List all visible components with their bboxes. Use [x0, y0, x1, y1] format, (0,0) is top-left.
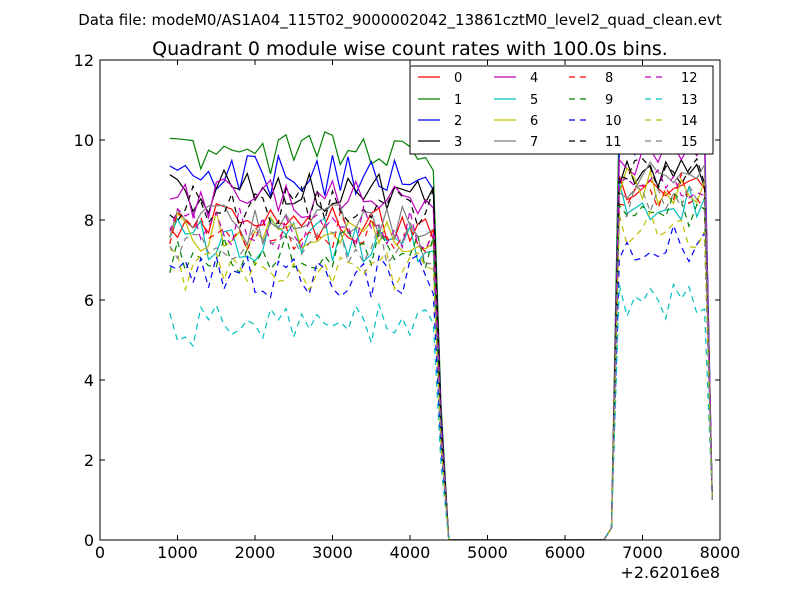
axis-ticks: 0 1000 2000 3000 4000 5000 6000 7000 80000246810…	[74, 51, 741, 562]
series-line-10	[169, 223, 713, 540]
legend-label-6: 6	[530, 114, 538, 129]
x-axis-offset-label: +2.62016e8	[620, 563, 720, 582]
legend-label-11: 11	[605, 135, 622, 150]
x-tick-label: 2000	[235, 543, 276, 562]
x-tick-label: 7000	[622, 543, 663, 562]
legend-label-9: 9	[605, 93, 613, 108]
legend-label-12: 12	[681, 71, 698, 86]
chart-suptitle: Data file: modeM0/AS1A04_115T02_90000020…	[78, 11, 722, 30]
legend-label-5: 5	[530, 93, 538, 108]
legend-label-2: 2	[454, 114, 462, 129]
x-tick-label: 4000	[390, 543, 431, 562]
legend-label-10: 10	[605, 114, 622, 129]
series-layer	[169, 105, 713, 540]
legend-label-7: 7	[530, 135, 538, 150]
x-tick-label: 5000	[467, 543, 508, 562]
legend-label-8: 8	[605, 71, 613, 86]
series-line-11	[169, 157, 713, 540]
x-tick-label: 8000	[700, 543, 741, 562]
y-tick-label: 12	[74, 51, 94, 70]
legend-label-0: 0	[454, 71, 462, 86]
y-tick-label: 10	[74, 131, 94, 150]
y-tick-label: 0	[84, 531, 94, 550]
chart-title: Quadrant 0 module wise count rates with …	[152, 38, 668, 60]
x-tick-label: 1000	[157, 543, 198, 562]
y-tick-label: 8	[84, 211, 94, 230]
legend-label-14: 14	[681, 114, 698, 129]
legend-label-15: 15	[681, 135, 698, 150]
legend-label-3: 3	[454, 135, 462, 150]
legend-box	[409, 65, 714, 155]
x-tick-label: 3000	[312, 543, 353, 562]
legend-label-13: 13	[681, 93, 698, 108]
legend-label-4: 4	[530, 71, 538, 86]
y-tick-label: 2	[84, 451, 94, 470]
series-line-15	[169, 183, 713, 540]
series-line-12	[169, 168, 713, 540]
y-tick-label: 6	[84, 291, 94, 310]
x-tick-label: 6000	[545, 543, 586, 562]
series-line-14	[169, 210, 713, 540]
y-tick-label: 4	[84, 371, 94, 390]
x-tick-label: 0	[95, 543, 105, 562]
legend-label-1: 1	[454, 93, 462, 108]
